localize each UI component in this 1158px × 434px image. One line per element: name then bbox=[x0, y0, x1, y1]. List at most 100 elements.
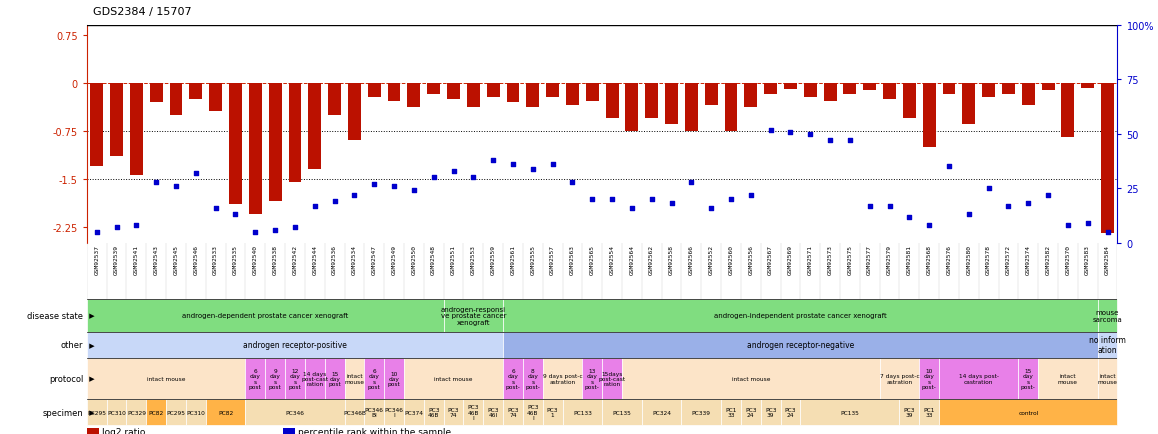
Bar bbox=[1098, 358, 1117, 399]
Text: GSM92583: GSM92583 bbox=[1085, 244, 1090, 274]
Point bbox=[643, 196, 661, 203]
Bar bbox=[206, 399, 245, 425]
Bar bbox=[919, 399, 939, 425]
Point bbox=[1019, 201, 1038, 207]
Text: specimen: specimen bbox=[43, 408, 83, 417]
Point bbox=[821, 138, 840, 145]
Bar bbox=[87, 358, 245, 399]
Text: intact
mouse: intact mouse bbox=[344, 374, 365, 384]
Bar bbox=[146, 399, 166, 425]
Bar bbox=[543, 399, 563, 425]
Text: GSM92547: GSM92547 bbox=[372, 244, 376, 274]
Text: PC310: PC310 bbox=[186, 410, 205, 415]
Point bbox=[1058, 222, 1077, 229]
Bar bbox=[110, 83, 123, 157]
Text: 10
day
post: 10 day post bbox=[388, 371, 401, 387]
Text: PC133: PC133 bbox=[573, 410, 592, 415]
Bar bbox=[919, 358, 939, 399]
Text: GSM92551: GSM92551 bbox=[450, 244, 456, 274]
Point bbox=[880, 203, 899, 210]
Text: GSM92534: GSM92534 bbox=[352, 244, 357, 274]
Bar bbox=[684, 83, 698, 132]
Text: PC346B: PC346B bbox=[343, 410, 366, 415]
Point bbox=[702, 205, 720, 212]
Text: GSM92541: GSM92541 bbox=[134, 244, 139, 274]
Bar bbox=[463, 399, 483, 425]
Text: GDS2384 / 15707: GDS2384 / 15707 bbox=[93, 7, 191, 17]
Text: GSM92561: GSM92561 bbox=[511, 244, 515, 274]
Bar bbox=[1018, 358, 1039, 399]
Text: androgen receptor-negative: androgen receptor-negative bbox=[747, 341, 853, 349]
Text: PC3
24: PC3 24 bbox=[745, 407, 756, 418]
Bar bbox=[347, 83, 361, 141]
Bar bbox=[527, 83, 540, 108]
Text: 6
day
s
post: 6 day s post bbox=[249, 368, 262, 389]
Text: androgen-responsi
ve prostate cancer
xenograft: androgen-responsi ve prostate cancer xen… bbox=[440, 306, 506, 325]
Bar bbox=[388, 83, 401, 102]
Text: 15
day
s
post-: 15 day s post- bbox=[1021, 368, 1035, 389]
Bar bbox=[602, 358, 622, 399]
Text: GSM92566: GSM92566 bbox=[689, 244, 694, 274]
Text: GSM92557: GSM92557 bbox=[550, 244, 555, 274]
Point bbox=[127, 222, 146, 229]
Point bbox=[523, 166, 542, 173]
Text: GSM92533: GSM92533 bbox=[213, 244, 218, 274]
Point bbox=[167, 183, 185, 190]
Bar bbox=[982, 83, 995, 98]
Text: GSM92579: GSM92579 bbox=[887, 244, 892, 274]
Text: PC135: PC135 bbox=[613, 410, 631, 415]
Text: GSM92549: GSM92549 bbox=[391, 244, 396, 274]
Bar bbox=[563, 399, 602, 425]
Bar bbox=[345, 358, 365, 399]
Text: 6
day
s
post: 6 day s post bbox=[368, 368, 381, 389]
Text: GSM92565: GSM92565 bbox=[589, 244, 595, 274]
Text: disease state: disease state bbox=[28, 311, 83, 320]
Point bbox=[623, 205, 642, 212]
Bar bbox=[745, 83, 757, 108]
Bar bbox=[288, 83, 301, 182]
Point bbox=[226, 211, 244, 218]
Text: 13
day
s
post-: 13 day s post- bbox=[585, 368, 600, 389]
Text: 7 days post-c
astration: 7 days post-c astration bbox=[880, 374, 919, 384]
Bar bbox=[880, 358, 919, 399]
Point bbox=[206, 205, 225, 212]
Bar bbox=[1098, 332, 1117, 358]
Text: GSM92559: GSM92559 bbox=[491, 244, 496, 274]
Point bbox=[900, 214, 918, 220]
Bar bbox=[190, 83, 203, 99]
Text: intact mouse: intact mouse bbox=[147, 376, 185, 381]
Bar bbox=[606, 83, 618, 118]
Text: GSM92569: GSM92569 bbox=[787, 244, 793, 274]
Bar bbox=[586, 83, 599, 102]
Bar bbox=[1042, 83, 1055, 91]
Point bbox=[662, 201, 681, 207]
Bar bbox=[625, 83, 638, 132]
Text: GSM92560: GSM92560 bbox=[728, 244, 733, 274]
Text: PC1
33: PC1 33 bbox=[725, 407, 736, 418]
Bar bbox=[424, 399, 444, 425]
Bar bbox=[506, 83, 520, 102]
Point bbox=[960, 211, 979, 218]
Bar bbox=[900, 399, 919, 425]
Bar bbox=[345, 399, 365, 425]
Text: GSM92553: GSM92553 bbox=[471, 244, 476, 274]
Point bbox=[1078, 220, 1097, 227]
Text: GSM92537: GSM92537 bbox=[94, 244, 100, 274]
Bar bbox=[602, 399, 642, 425]
Text: GSM92584: GSM92584 bbox=[1105, 244, 1111, 274]
Bar bbox=[1062, 83, 1075, 138]
Bar bbox=[503, 399, 523, 425]
Bar bbox=[884, 83, 896, 99]
Point bbox=[801, 131, 820, 138]
Bar bbox=[523, 358, 543, 399]
Point bbox=[919, 222, 938, 229]
Text: GSM92573: GSM92573 bbox=[828, 244, 833, 274]
Bar bbox=[365, 399, 384, 425]
Bar bbox=[444, 299, 503, 332]
Bar bbox=[87, 299, 444, 332]
Point bbox=[504, 161, 522, 168]
Bar bbox=[447, 83, 460, 99]
Text: other: other bbox=[61, 341, 83, 349]
Text: percentile rank within the sample: percentile rank within the sample bbox=[298, 427, 452, 434]
Bar bbox=[939, 399, 1117, 425]
